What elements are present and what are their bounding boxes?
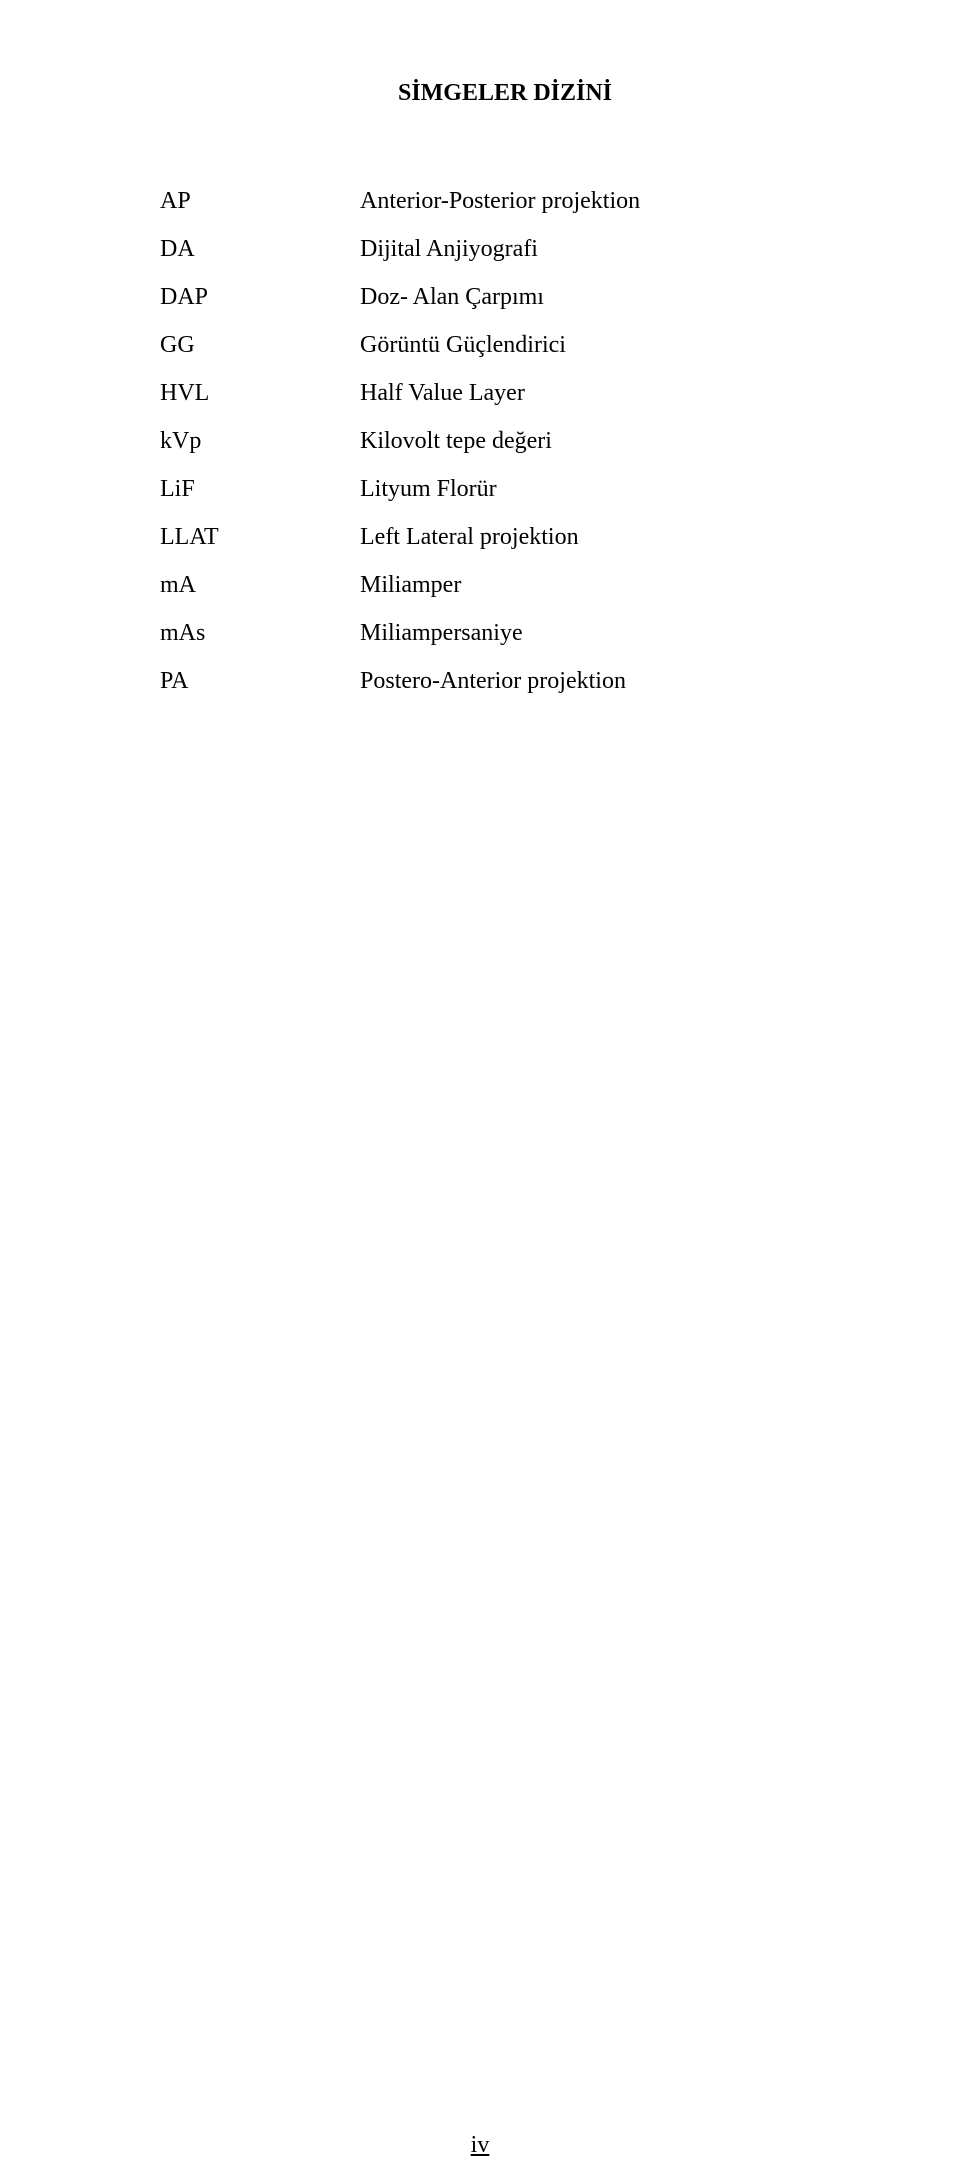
- abbr: HVL: [160, 369, 360, 417]
- definition: Postero-Anterior projektion: [360, 657, 850, 705]
- list-item: HVL Half Value Layer: [160, 369, 850, 417]
- list-item: DA Dijital Anjiyografi: [160, 225, 850, 273]
- page-number: iv: [0, 2132, 960, 2159]
- list-item: mA Miliamper: [160, 561, 850, 609]
- abbr: AP: [160, 177, 360, 225]
- definition: Anterior-Posterior projektion: [360, 177, 850, 225]
- list-item: PA Postero-Anterior projektion: [160, 657, 850, 705]
- list-item: mAs Miliampersaniye: [160, 609, 850, 657]
- list-item: kVp Kilovolt tepe değeri: [160, 417, 850, 465]
- list-item: DAP Doz- Alan Çarpımı: [160, 273, 850, 321]
- abbr: LiF: [160, 465, 360, 513]
- list-item: LLAT Left Lateral projektion: [160, 513, 850, 561]
- definition: Half Value Layer: [360, 369, 850, 417]
- definition: Doz- Alan Çarpımı: [360, 273, 850, 321]
- definition: Left Lateral projektion: [360, 513, 850, 561]
- list-item: GG Görüntü Güçlendirici: [160, 321, 850, 369]
- page-title: SİMGELER DİZİNİ: [160, 80, 850, 107]
- list-item: LiF Lityum Florür: [160, 465, 850, 513]
- definition: Dijital Anjiyografi: [360, 225, 850, 273]
- page: SİMGELER DİZİNİ AP Anterior-Posterior pr…: [0, 0, 960, 2169]
- abbr: mA: [160, 561, 360, 609]
- abbr: GG: [160, 321, 360, 369]
- definition: Miliamper: [360, 561, 850, 609]
- definition: Görüntü Güçlendirici: [360, 321, 850, 369]
- list-item: AP Anterior-Posterior projektion: [160, 177, 850, 225]
- abbr: LLAT: [160, 513, 360, 561]
- abbr: PA: [160, 657, 360, 705]
- abbr: mAs: [160, 609, 360, 657]
- abbr: DAP: [160, 273, 360, 321]
- abbr: DA: [160, 225, 360, 273]
- definition: Miliampersaniye: [360, 609, 850, 657]
- definition: Lityum Florür: [360, 465, 850, 513]
- symbol-list: AP Anterior-Posterior projektion DA Diji…: [160, 177, 850, 705]
- abbr: kVp: [160, 417, 360, 465]
- definition: Kilovolt tepe değeri: [360, 417, 850, 465]
